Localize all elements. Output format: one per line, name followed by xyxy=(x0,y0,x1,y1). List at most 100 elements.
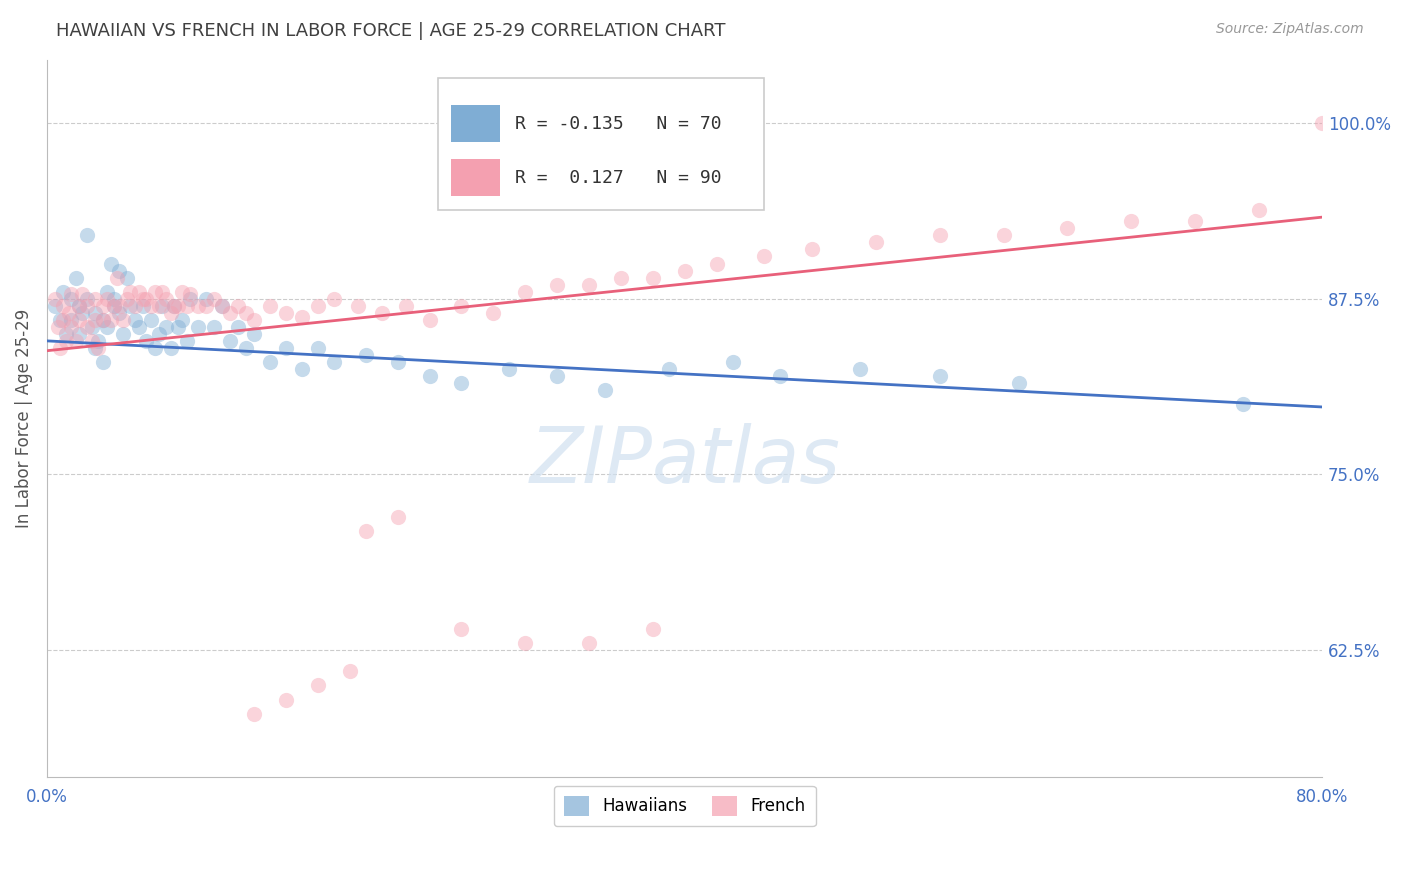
Point xyxy=(1119,214,1142,228)
Point xyxy=(179,292,201,306)
Point xyxy=(128,285,150,299)
Point xyxy=(754,250,776,264)
Point xyxy=(52,299,75,313)
Text: R = -0.135   N = 70: R = -0.135 N = 70 xyxy=(515,115,721,133)
Point xyxy=(55,334,77,348)
Point xyxy=(166,319,188,334)
Point xyxy=(370,306,392,320)
Point xyxy=(354,348,377,362)
Point xyxy=(83,292,105,306)
Point xyxy=(673,263,696,277)
Point xyxy=(52,285,75,299)
Point xyxy=(67,299,90,313)
Point xyxy=(419,369,441,384)
Point xyxy=(706,256,728,270)
Point xyxy=(80,334,103,348)
Point xyxy=(118,299,141,313)
Point xyxy=(110,299,132,313)
Point xyxy=(578,277,600,292)
Legend: Hawaiians, French: Hawaiians, French xyxy=(554,786,815,826)
Point xyxy=(67,326,90,341)
Point xyxy=(993,228,1015,243)
Point xyxy=(211,299,233,313)
Point xyxy=(67,313,90,327)
Point xyxy=(291,310,314,324)
Point xyxy=(112,326,135,341)
Point xyxy=(658,362,681,376)
Point xyxy=(150,299,173,313)
Point xyxy=(55,326,77,341)
Point xyxy=(148,326,170,341)
Point xyxy=(928,228,950,243)
Point xyxy=(546,369,568,384)
Point xyxy=(139,313,162,327)
Point xyxy=(419,313,441,327)
Point xyxy=(160,341,183,355)
Point xyxy=(155,292,177,306)
Point xyxy=(187,319,209,334)
Point xyxy=(100,256,122,270)
Point xyxy=(235,341,257,355)
Point xyxy=(243,706,266,721)
Point xyxy=(115,270,138,285)
Text: Source: ZipAtlas.com: Source: ZipAtlas.com xyxy=(1216,22,1364,37)
Point xyxy=(176,334,198,348)
Point xyxy=(307,299,329,313)
Point xyxy=(155,319,177,334)
Point xyxy=(187,299,209,313)
Point xyxy=(76,299,98,313)
Point xyxy=(195,292,218,306)
Point xyxy=(1232,397,1254,411)
Point xyxy=(243,326,266,341)
Text: R =  0.127   N = 90: R = 0.127 N = 90 xyxy=(515,169,721,187)
Point xyxy=(96,319,118,334)
Point xyxy=(578,636,600,650)
Point xyxy=(274,692,297,706)
Point xyxy=(346,299,368,313)
Point xyxy=(139,299,162,313)
Point xyxy=(96,285,118,299)
Point xyxy=(395,299,418,313)
Point xyxy=(1247,203,1270,218)
Point xyxy=(59,319,82,334)
Point xyxy=(103,292,125,306)
Point xyxy=(259,299,281,313)
Point xyxy=(179,287,201,301)
Point xyxy=(91,299,114,313)
Point xyxy=(769,369,792,384)
Point xyxy=(721,355,744,369)
Point xyxy=(259,355,281,369)
Point xyxy=(70,287,93,301)
Point xyxy=(148,299,170,313)
Point xyxy=(59,292,82,306)
Point xyxy=(928,369,950,384)
Point xyxy=(226,319,249,334)
Point xyxy=(160,306,183,320)
Point xyxy=(115,292,138,306)
Point xyxy=(387,355,409,369)
Point xyxy=(76,292,98,306)
Point xyxy=(103,299,125,313)
Point xyxy=(593,383,616,397)
Text: ZIPatlas: ZIPatlas xyxy=(529,424,841,500)
Point xyxy=(118,285,141,299)
Point xyxy=(450,622,472,636)
Point xyxy=(339,665,361,679)
Point xyxy=(87,334,110,348)
Point xyxy=(65,270,87,285)
Point xyxy=(96,292,118,306)
Point xyxy=(219,306,242,320)
Point xyxy=(195,299,218,313)
Point xyxy=(176,299,198,313)
Point xyxy=(322,355,344,369)
Point xyxy=(450,299,472,313)
Text: HAWAIIAN VS FRENCH IN LABOR FORCE | AGE 25-29 CORRELATION CHART: HAWAIIAN VS FRENCH IN LABOR FORCE | AGE … xyxy=(56,22,725,40)
Point xyxy=(58,306,80,320)
Point xyxy=(1184,214,1206,228)
Point xyxy=(211,299,233,313)
FancyBboxPatch shape xyxy=(451,159,499,196)
Point xyxy=(163,299,186,313)
Point xyxy=(172,313,194,327)
Point xyxy=(172,285,194,299)
Point xyxy=(163,299,186,313)
